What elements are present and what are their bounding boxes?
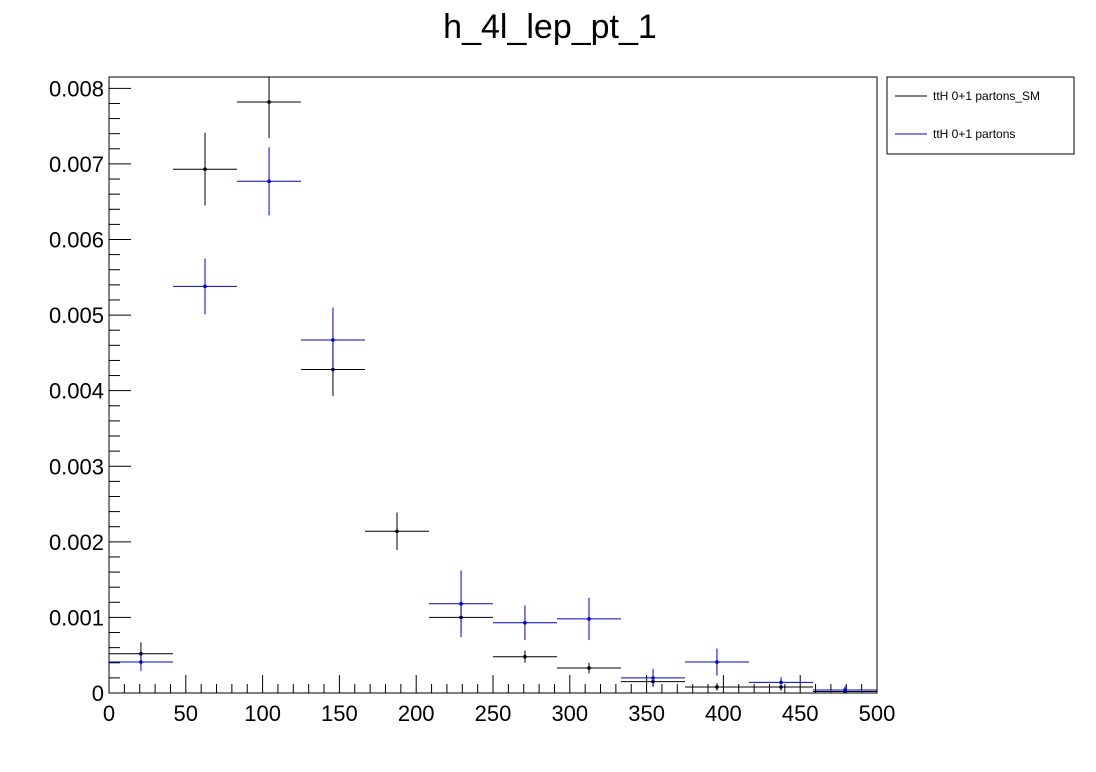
x-tick-label: 400 (705, 701, 742, 726)
data-point (620, 668, 685, 687)
point-marker (715, 660, 719, 664)
data-point (428, 570, 493, 638)
point-marker (715, 685, 719, 689)
x-tick-label: 0 (103, 701, 115, 726)
point-marker (587, 617, 591, 621)
y-tick-label: 0.007 (49, 152, 104, 177)
x-tick-label: 350 (628, 701, 665, 726)
point-marker (267, 179, 271, 184)
data-point (812, 686, 877, 693)
x-tick-label: 300 (551, 701, 588, 726)
legend: ttH 0+1 partons_SM ttH 0+1 partons (886, 76, 1075, 155)
point-marker (779, 680, 783, 685)
y-tick-label: 0.005 (49, 303, 104, 328)
point-marker (523, 620, 527, 625)
point-marker (203, 284, 207, 289)
point-marker (651, 676, 655, 680)
point-marker (395, 529, 399, 534)
y-tick-label: 0.003 (49, 454, 104, 479)
data-point (685, 648, 750, 676)
x-tick-label: 50 (174, 701, 198, 726)
x-tick-label: 450 (782, 701, 819, 726)
data-point (173, 132, 237, 206)
x-tick-label: 100 (244, 701, 281, 726)
axes: 0 50 100 150 200 250 300 350 400 450 500 0 0.001 0.00… (49, 76, 895, 726)
data-point (365, 512, 429, 551)
legend-label-bsm: ttH 0+1 partons (933, 127, 1015, 141)
point-marker (587, 666, 591, 670)
data-point (236, 77, 301, 139)
x-tick-label: 200 (398, 701, 435, 726)
point-marker (459, 602, 463, 606)
data-point (173, 258, 237, 315)
y-tick-label: 0.001 (49, 605, 104, 630)
data-point (685, 683, 750, 691)
series-bsm (109, 147, 877, 693)
point-marker (267, 100, 271, 104)
point-marker (331, 338, 335, 342)
legend-label-sm: ttH 0+1 partons_SM (933, 89, 1040, 103)
y-tick-label: 0.002 (49, 530, 104, 555)
data-point (109, 652, 174, 672)
data-point (236, 147, 301, 216)
legend-box (886, 76, 1075, 155)
point-marker (139, 660, 143, 664)
y-tick-label: 0.008 (49, 76, 104, 101)
point-marker (843, 688, 847, 692)
y-tick-label: 0.004 (49, 379, 104, 404)
data-point (301, 307, 366, 373)
y-tick-label: 0 (92, 681, 104, 706)
data-point (749, 677, 813, 688)
series-sm (109, 77, 877, 694)
chart-title: h_4l_lep_pt_1 (443, 8, 657, 46)
data-series (109, 77, 877, 694)
data-point (557, 662, 621, 674)
point-marker (523, 654, 527, 659)
point-marker (203, 167, 207, 172)
data-point (493, 605, 558, 641)
data-point (557, 597, 621, 641)
x-tick-label: 150 (321, 701, 358, 726)
data-point (493, 650, 558, 663)
y-tick-label: 0.006 (49, 228, 104, 253)
x-tick-label: 500 (859, 701, 896, 726)
x-tick-label: 250 (475, 701, 512, 726)
